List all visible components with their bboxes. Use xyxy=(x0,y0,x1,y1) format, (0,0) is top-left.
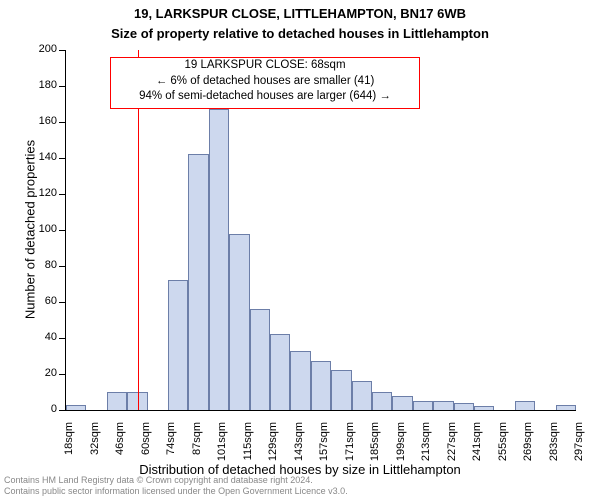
chart-title-line2: Size of property relative to detached ho… xyxy=(0,26,600,41)
x-tick-label: 115sqm xyxy=(242,422,254,482)
x-tick-label: 18sqm xyxy=(63,422,75,482)
x-tick-label: 241sqm xyxy=(471,422,483,482)
histogram-bar xyxy=(270,334,290,410)
histogram-bar xyxy=(413,401,433,410)
x-tick-label: 74sqm xyxy=(165,422,177,482)
y-tick xyxy=(59,122,65,123)
annotation-line2: ← 6% of detached houses are smaller (41) xyxy=(111,74,419,90)
x-tick-label: 32sqm xyxy=(89,422,101,482)
histogram-bar xyxy=(168,280,188,410)
chart-title-line1: 19, LARKSPUR CLOSE, LITTLEHAMPTON, BN17 … xyxy=(0,6,600,21)
y-tick-label: 120 xyxy=(39,187,57,199)
annotation-line1: 19 LARKSPUR CLOSE: 68sqm xyxy=(111,58,419,74)
x-tick-label: 297sqm xyxy=(573,422,585,482)
x-tick-label: 171sqm xyxy=(344,422,356,482)
histogram-bar xyxy=(250,309,270,410)
x-tick-label: 46sqm xyxy=(114,422,126,482)
x-tick-label: 283sqm xyxy=(548,422,560,482)
footer-line2: Contains public sector information licen… xyxy=(4,486,348,497)
y-tick-label: 0 xyxy=(51,403,57,415)
y-tick xyxy=(59,302,65,303)
x-tick-label: 185sqm xyxy=(369,422,381,482)
x-tick-label: 129sqm xyxy=(267,422,279,482)
histogram-bar xyxy=(209,109,229,410)
x-tick-label: 101sqm xyxy=(216,422,228,482)
histogram-bar xyxy=(352,381,372,410)
histogram-bar xyxy=(515,401,535,410)
x-tick-label: 60sqm xyxy=(140,422,152,482)
histogram-bar xyxy=(290,351,310,410)
x-tick-label: 227sqm xyxy=(446,422,458,482)
y-tick-label: 200 xyxy=(39,43,57,55)
annotation-box: 19 LARKSPUR CLOSE: 68sqm ← 6% of detache… xyxy=(110,57,420,109)
x-tick-label: 199sqm xyxy=(395,422,407,482)
y-tick xyxy=(59,194,65,195)
histogram-bar xyxy=(433,401,453,410)
histogram-bar xyxy=(127,392,147,410)
y-tick xyxy=(59,338,65,339)
y-tick xyxy=(59,266,65,267)
y-tick-label: 80 xyxy=(45,259,57,271)
x-tick-label: 143sqm xyxy=(293,422,305,482)
y-tick-label: 100 xyxy=(39,223,57,235)
x-tick-label: 87sqm xyxy=(191,422,203,482)
y-tick xyxy=(59,410,65,411)
histogram-bar xyxy=(188,154,208,410)
y-tick xyxy=(59,86,65,87)
y-tick-label: 40 xyxy=(45,331,57,343)
x-tick-label: 269sqm xyxy=(522,422,534,482)
annotation-line3: 94% of semi-detached houses are larger (… xyxy=(111,89,419,105)
x-tick-label: 255sqm xyxy=(497,422,509,482)
histogram-bar xyxy=(392,396,412,410)
histogram-bar xyxy=(331,370,351,410)
histogram-bar xyxy=(311,361,331,410)
y-tick xyxy=(59,50,65,51)
y-tick-label: 60 xyxy=(45,295,57,307)
histogram-bar xyxy=(372,392,392,410)
histogram-bar xyxy=(474,406,494,410)
y-tick-label: 140 xyxy=(39,151,57,163)
y-axis-label: Number of detached properties xyxy=(23,120,38,340)
y-tick xyxy=(59,374,65,375)
histogram-bar xyxy=(229,234,249,410)
x-tick-label: 213sqm xyxy=(420,422,432,482)
y-tick-label: 180 xyxy=(39,79,57,91)
y-tick xyxy=(59,158,65,159)
histogram-bar xyxy=(66,405,86,410)
histogram-bar xyxy=(556,405,576,410)
x-tick-label: 157sqm xyxy=(318,422,330,482)
histogram-bar xyxy=(454,403,474,410)
y-tick xyxy=(59,230,65,231)
y-tick-label: 20 xyxy=(45,367,57,379)
histogram-bar xyxy=(107,392,127,410)
y-tick-label: 160 xyxy=(39,115,57,127)
